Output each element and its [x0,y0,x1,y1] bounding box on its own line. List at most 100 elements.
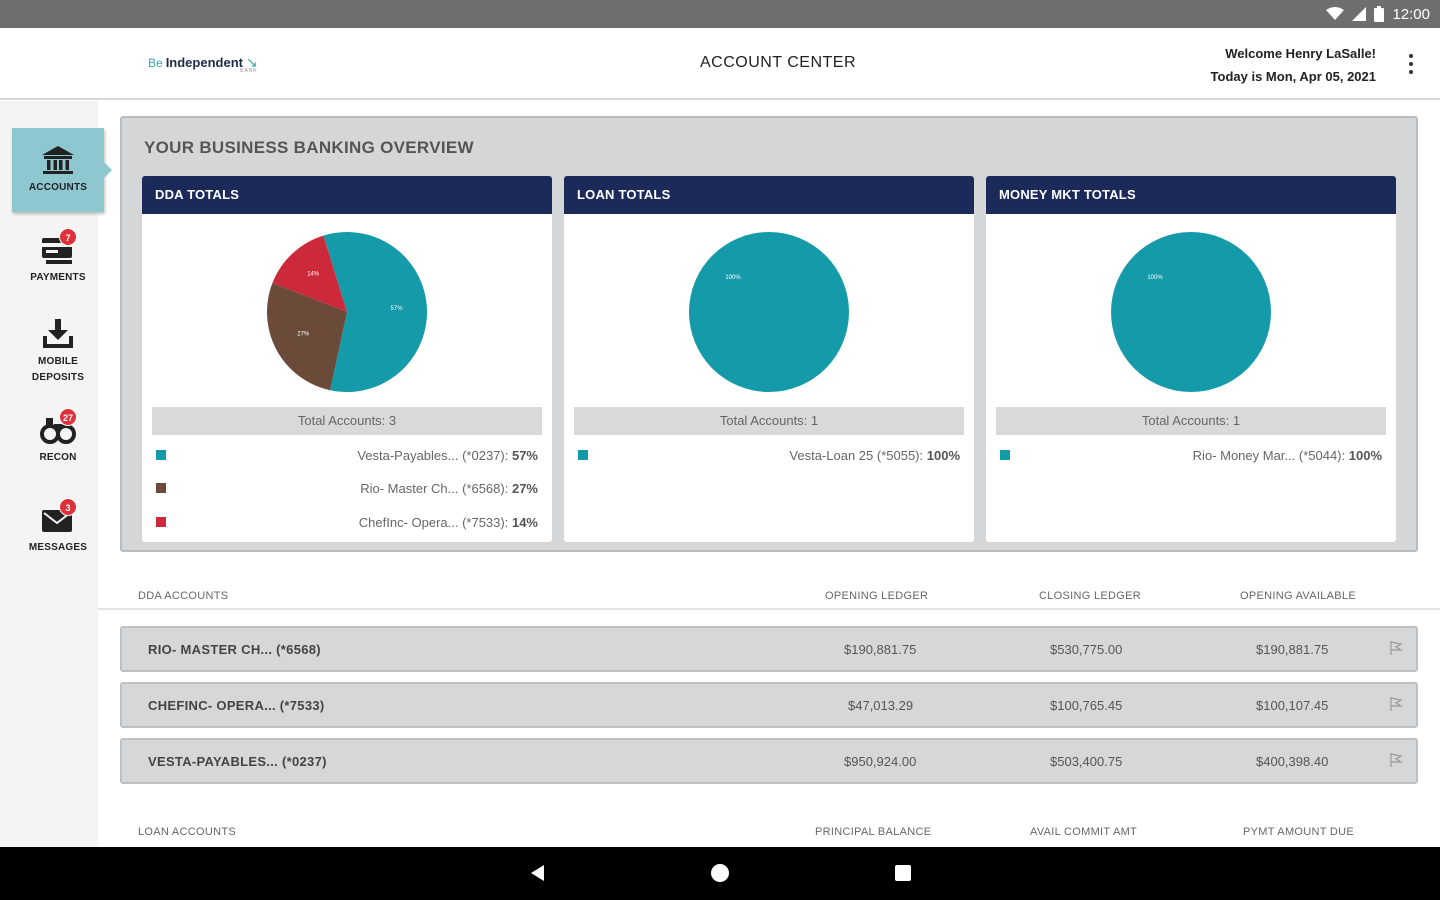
legend-item: Rio- Money Mar... (*5044): 100% [1000,446,1382,466]
col-pymt-amount-due: PYMT AMOUNT DUE [1243,826,1355,838]
signal-icon [1352,7,1367,21]
table-row[interactable]: RIO- MASTER CH... (*6568) $190,881.75 $5… [120,626,1418,672]
opening-ledger-value: $950,924.00 [844,754,917,769]
welcome-block: Welcome Henry LaSalle! Today is Mon, Apr… [1211,42,1376,88]
logo-be: Be [148,56,163,70]
logo-independent: Independent [165,55,243,70]
account-name: RIO- MASTER CH... (*6568) [148,642,321,657]
sidebar-item-payments[interactable]: PAYMENTS 7 [12,228,104,286]
sidebar-item-label: ACCOUNTS [28,182,88,193]
flag-icon[interactable] [1388,640,1404,656]
more-options-icon[interactable] [1408,54,1414,74]
system-nav-bar [0,847,1440,900]
pie-slice-label: 27% [297,331,310,337]
download-icon [43,319,73,348]
account-name: VESTA-PAYABLES... (*0237) [148,754,327,769]
dda-table-header: DDA ACCOUNTS OPENING LEDGER CLOSING LEDG… [98,586,1440,610]
legend-name: Vesta-Payables... (*0237): [357,448,509,463]
legend-text: ChefInc- Opera... (*7533): 14% [359,515,538,530]
legend-swatch [156,450,166,460]
col-principal-balance: PRINCIPAL BALANCE [815,826,932,838]
sidebar-item-messages[interactable]: MESSAGES 3 [12,498,104,556]
pie-slice[interactable] [323,232,427,392]
table-row[interactable]: CHEFINC- OPERA... (*7533) $47,013.29 $10… [120,682,1418,728]
col-opening-available: OPENING AVAILABLE [1240,590,1356,602]
pie-slice-label: 100% [1147,275,1163,281]
closing-ledger-value: $530,775.00 [1050,642,1123,657]
dda-totals-card[interactable]: DDA TOTALS 57% 27% 14% Total Accounts: 3 V… [142,176,552,542]
pie-slice-label: 14% [307,272,320,278]
sidebar-item-recon[interactable]: RECON 27 [12,408,104,466]
sidebar-item-label-2: DEPOSITS [31,372,85,383]
sidebar-item-mobile-deposits[interactable]: MOBILE DEPOSITS [12,318,104,386]
opening-available-value: $100,107.45 [1256,698,1329,713]
money-mkt-pie-chart: 100% [1111,232,1271,392]
card-title: LOAN TOTALS [564,176,974,214]
pie-slice[interactable] [267,282,347,391]
legend-item: Rio- Master Ch... (*6568): 27% [156,479,538,499]
legend-item: ChefInc- Opera... (*7533): 14% [156,513,538,533]
payments-badge: 7 [59,228,77,246]
page-title: ACCOUNT CENTER [699,54,857,71]
recents-icon[interactable] [893,863,913,883]
opening-ledger-value: $190,881.75 [844,642,917,657]
total-accounts: Total Accounts: 3 [152,407,542,435]
bank-logo[interactable]: Be Independent ↘ BANK [148,54,258,74]
legend-name: Rio- Money Mar... (*5044): [1192,448,1346,463]
pie-slice[interactable] [689,232,849,392]
account-name: CHEFINC- OPERA... (*7533) [148,698,325,713]
sidebar [0,101,98,847]
closing-ledger-value: $503,400.75 [1050,754,1123,769]
pie-slice[interactable] [272,235,347,312]
legend-item: Vesta-Loan 25 (*5055): 100% [578,446,960,466]
card-title: DDA TOTALS [142,176,552,214]
loan-totals-card[interactable]: LOAN TOTALS 100% Total Accounts: 1 Vesta… [564,176,974,542]
legend-pct: 57% [511,448,538,463]
back-icon[interactable] [528,863,548,883]
pie-slice-label: 100% [725,275,741,281]
app-header: Be Independent ↘ BANK ACCOUNT CENTER Wel… [0,28,1440,100]
flag-icon[interactable] [1388,752,1404,768]
loan-pie-chart: 100% [689,232,849,392]
dda-pie-chart: 57% 27% 14% [267,232,427,392]
bank-icon [42,146,74,174]
home-icon[interactable] [710,863,730,883]
legend-text: Vesta-Loan 25 (*5055): 100% [789,448,960,463]
legend-swatch [156,517,166,527]
legend-pct: 14% [511,515,538,530]
legend-swatch [156,483,166,493]
sidebar-item-label: RECON [39,452,77,463]
col-dda-accounts: DDA ACCOUNTS [138,590,229,602]
total-accounts: Total Accounts: 1 [574,407,964,435]
messages-badge: 3 [59,498,77,516]
opening-available-value: $400,398.40 [1256,754,1329,769]
card-title: MONEY MKT TOTALS [986,176,1396,214]
legend-text: Vesta-Payables... (*0237): 57% [357,448,538,463]
overview-title: YOUR BUSINESS BANKING OVERVIEW [144,138,474,157]
closing-ledger-value: $100,765.45 [1050,698,1123,713]
recon-badge: 27 [59,408,77,426]
logo-swoosh-icon: ↘ [245,54,258,70]
welcome-text: Welcome Henry LaSalle! [1225,46,1376,61]
legend-name: ChefInc- Opera... (*7533): [358,515,509,530]
legend-pct: 100% [926,448,960,463]
date-text: Today is Mon, Apr 05, 2021 [1210,69,1376,84]
flag-icon[interactable] [1388,696,1404,712]
logo-bank: BANK [240,68,258,74]
legend-text: Rio- Money Mar... (*5044): 100% [1193,448,1382,463]
legend-name: Rio- Master Ch... (*6568): [360,481,509,496]
money-mkt-totals-card[interactable]: MONEY MKT TOTALS 100% Total Accounts: 1 … [986,176,1396,542]
sidebar-item-label: MESSAGES [28,542,88,553]
loan-table-header: LOAN ACCOUNTS PRINCIPAL BALANCE AVAIL CO… [98,826,1440,846]
legend-item: Vesta-Payables... (*0237): 57% [156,446,538,466]
pie-slice[interactable] [1111,232,1271,392]
sidebar-item-accounts[interactable]: ACCOUNTS [12,128,112,212]
status-time: 12:00 [1392,5,1430,23]
col-avail-commit-amt: AVAIL COMMIT AMT [1030,826,1138,838]
battery-icon [1374,6,1385,22]
opening-ledger-value: $47,013.29 [848,698,914,713]
col-opening-ledger: OPENING LEDGER [825,590,929,602]
legend-pct: 100% [1348,448,1382,463]
col-loan-accounts: LOAN ACCOUNTS [138,826,237,838]
table-row[interactable]: VESTA-PAYABLES... (*0237) $950,924.00 $5… [120,738,1418,784]
